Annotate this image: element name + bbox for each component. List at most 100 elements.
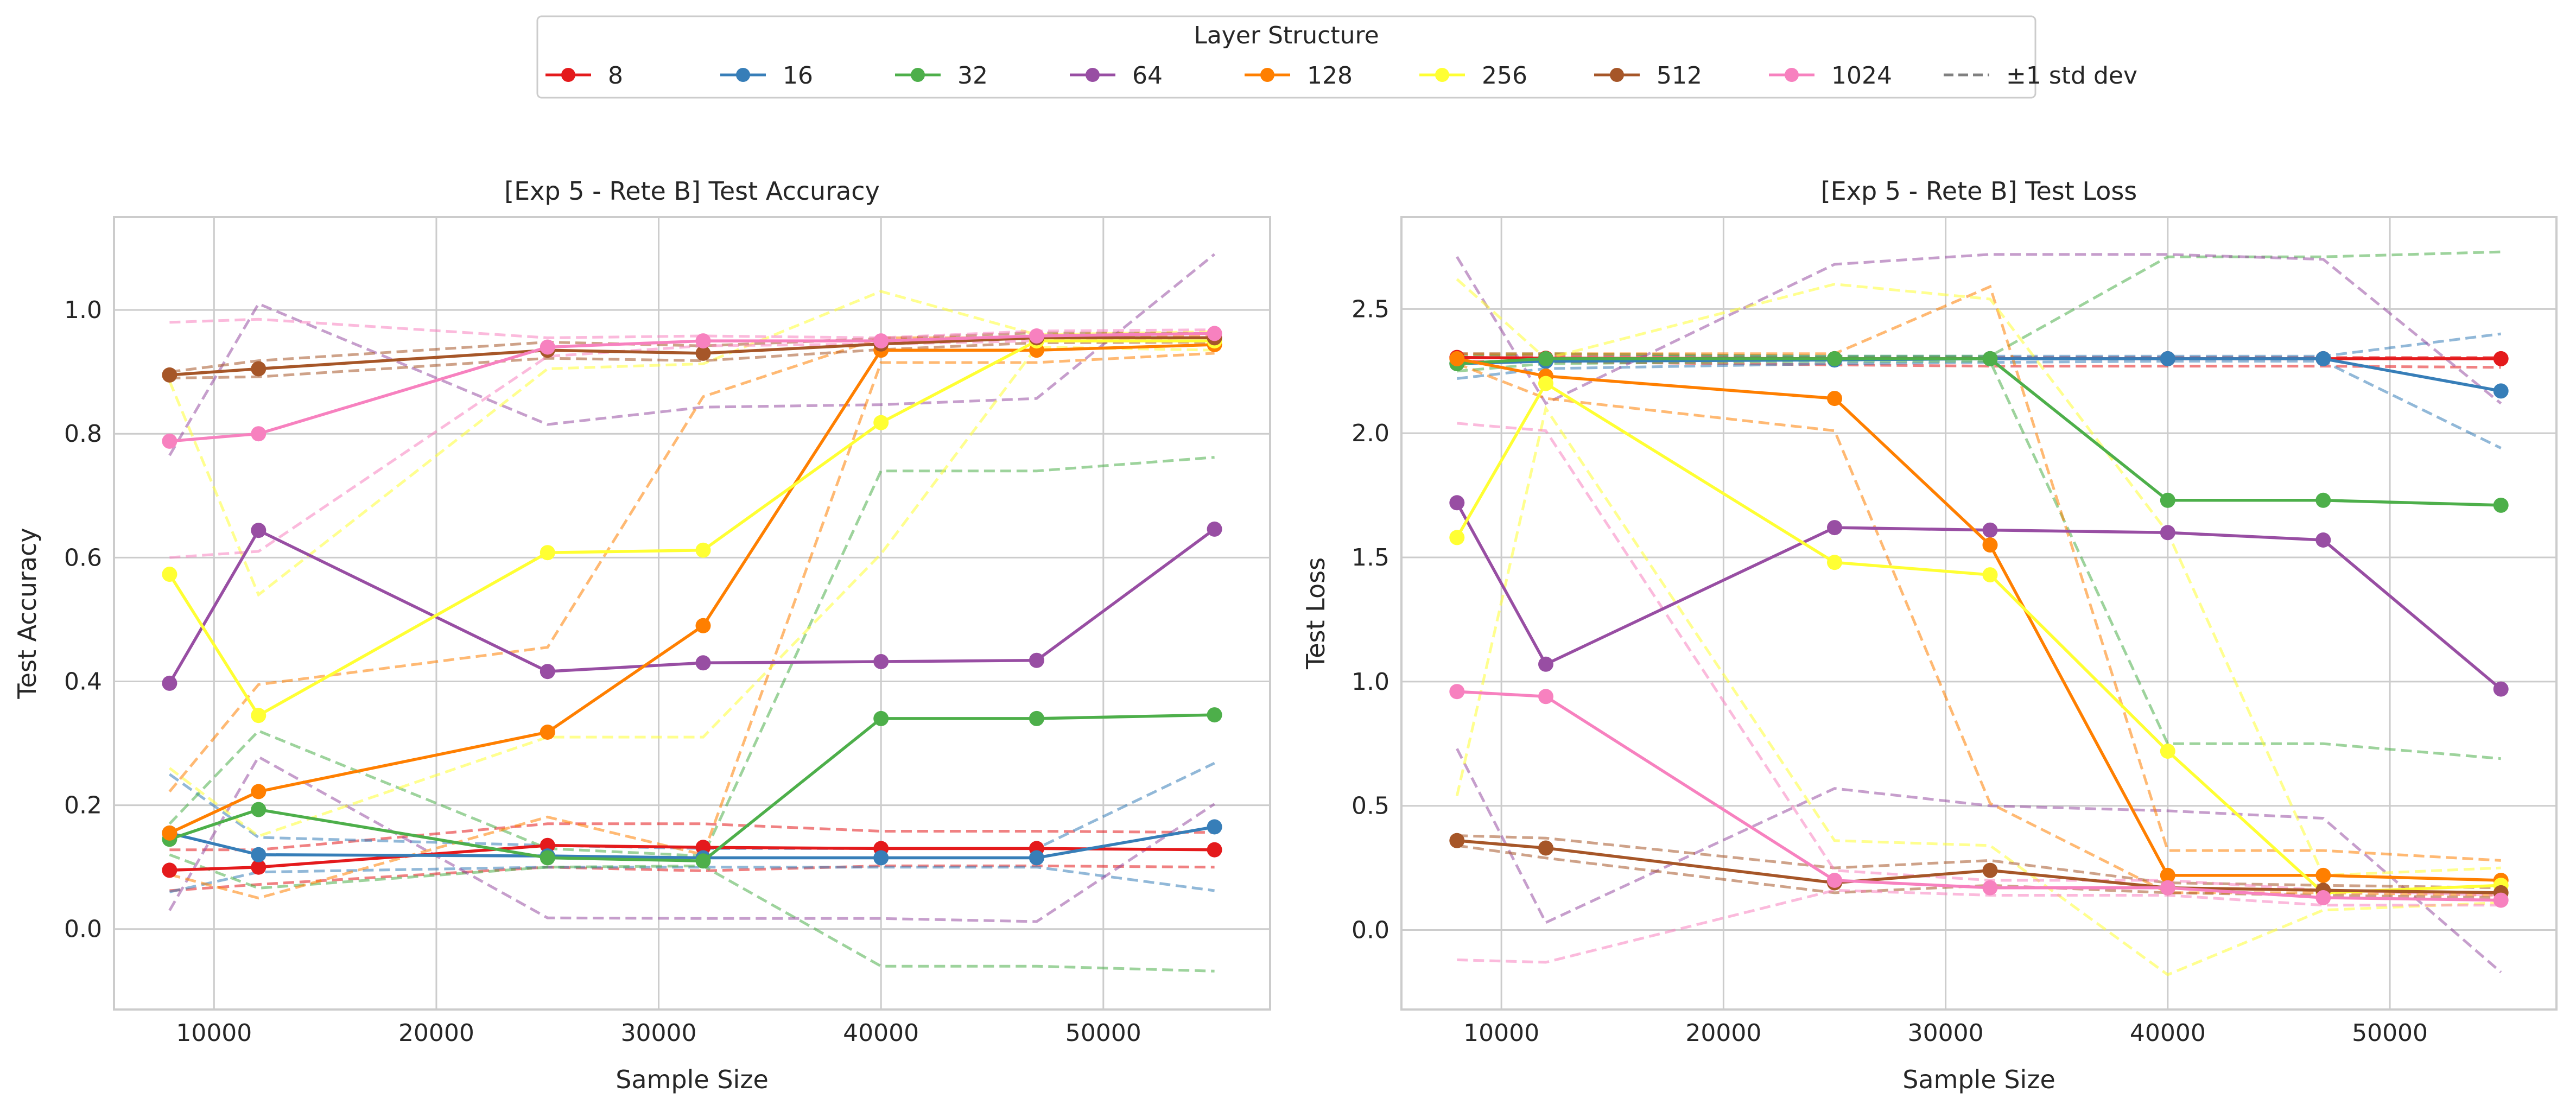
data-point-1024 (540, 339, 555, 355)
data-point-64 (1827, 520, 1842, 536)
std-dev-lower-64 (168, 755, 1215, 923)
legend-label: 512 (1657, 62, 1702, 90)
y-tick-label: 2.0 (1352, 420, 1389, 447)
loss-ticks: 10000 20000 30000 40000 50000 0.0 0.5 1.0 1.5 2.0… (1352, 295, 2428, 1047)
std-dev-lower-64 (1456, 748, 2502, 974)
y-tick-label: 0.0 (64, 916, 102, 943)
data-point-16 (873, 850, 889, 866)
data-point-16 (1207, 819, 1222, 835)
x-tick-label: 20000 (398, 1019, 474, 1047)
std-dev-lower-128 (169, 352, 1215, 900)
data-point-128 (251, 784, 267, 799)
y-tick-label: 1.0 (64, 296, 102, 324)
series-1024 (1449, 684, 2509, 908)
data-point-512 (1538, 840, 1553, 856)
data-point-128 (162, 825, 177, 841)
x-tick-label: 40000 (2130, 1019, 2206, 1047)
std-dev-lower-256 (1455, 405, 2501, 976)
data-point-256 (162, 567, 177, 582)
legend-item-16: 16 (720, 62, 813, 90)
x-tick-label: 20000 (1685, 1019, 1761, 1047)
loss-y-axis-label: Test Loss (1301, 557, 1330, 670)
legend-marker (1435, 68, 1449, 82)
y-tick-label: 2.5 (1352, 295, 1389, 323)
data-point-1024 (1538, 689, 1553, 704)
data-point-32 (1827, 351, 1842, 366)
std-dev-upper-64 (168, 253, 1216, 456)
data-point-32 (1207, 707, 1222, 723)
x-tick-label: 50000 (2352, 1019, 2428, 1047)
data-point-512 (162, 367, 177, 383)
legend-marker (736, 68, 750, 82)
series-32 (1449, 351, 2509, 513)
legend-marker (1785, 68, 1799, 82)
data-point-8 (162, 862, 177, 878)
y-tick-label: 0.4 (64, 668, 102, 695)
x-tick-label: 50000 (1065, 1019, 1141, 1047)
data-point-32 (1538, 351, 1553, 366)
accuracy-panel: 10000 20000 30000 40000 50000 0.0 0.2 0.4 0.6 0.8… (12, 176, 1271, 1094)
data-point-512 (1449, 833, 1465, 848)
data-point-64 (1538, 656, 1553, 672)
data-point-1024 (695, 333, 711, 349)
accuracy-y-axis-label: Test Accuracy (12, 528, 42, 699)
legend-label: ±1 std dev (2006, 62, 2137, 90)
data-point-256 (1982, 567, 1998, 583)
legend-marker (1260, 68, 1274, 82)
data-point-128 (540, 725, 555, 740)
data-point-256 (251, 708, 267, 723)
loss-chart-title: [Exp 5 - Rete B] Test Loss (1821, 176, 2137, 206)
y-tick-label: 0.6 (64, 544, 102, 572)
data-point-8 (251, 859, 267, 875)
accuracy-series (162, 253, 1222, 973)
data-point-32 (1029, 710, 1044, 726)
data-point-1024 (1449, 684, 1465, 700)
data-point-64 (251, 523, 267, 538)
data-point-1024 (2315, 890, 2331, 905)
data-point-32 (2160, 492, 2175, 508)
data-point-16 (2493, 383, 2509, 399)
data-point-1024 (2493, 892, 2509, 908)
std-dev-upper-64 (1456, 253, 2502, 405)
data-point-64 (695, 655, 711, 671)
y-tick-label: 1.0 (1352, 668, 1389, 696)
legend-label: 32 (957, 62, 988, 90)
data-point-64 (540, 664, 555, 680)
series-128 (162, 337, 1222, 841)
data-point-64 (162, 675, 177, 691)
data-point-64 (2160, 525, 2175, 541)
data-point-128 (1827, 391, 1842, 407)
data-point-64 (873, 654, 889, 669)
data-point-128 (2160, 867, 2175, 883)
data-point-1024 (1827, 873, 1842, 888)
data-point-32 (251, 802, 267, 817)
y-tick-label: 0.5 (1352, 792, 1389, 820)
y-tick-label: 0.0 (1352, 917, 1389, 944)
data-point-256 (695, 542, 711, 558)
data-point-128 (1982, 537, 1998, 553)
legend-marker (1610, 68, 1624, 82)
data-point-16 (251, 847, 267, 862)
accuracy-ticks: 10000 20000 30000 40000 50000 0.0 0.2 0.4 0.6 0.8… (64, 296, 1141, 1047)
data-point-64 (2493, 681, 2509, 697)
data-point-128 (1449, 351, 1465, 366)
legend-marker (1086, 68, 1100, 82)
data-point-256 (2160, 744, 2175, 759)
data-point-32 (1982, 351, 1998, 366)
legend: Layer Structure 8 16 32 64 128 256 512 1024 ±1 s… (536, 15, 2137, 99)
legend-label: 64 (1132, 62, 1163, 90)
legend-label: 16 (783, 62, 813, 90)
data-point-1024 (873, 333, 889, 349)
data-point-1024 (162, 433, 177, 449)
data-point-64 (1029, 652, 1044, 668)
legend-item-std-dev: ±1 std dev (1944, 62, 2137, 90)
legend-item-8: 8 (545, 62, 623, 90)
accuracy-x-axis-label: Sample Size (616, 1065, 769, 1094)
data-point-64 (1449, 495, 1465, 511)
x-tick-label: 10000 (176, 1019, 252, 1047)
x-tick-label: 10000 (1463, 1019, 1539, 1047)
data-point-16 (2315, 351, 2331, 366)
y-tick-label: 0.8 (64, 420, 102, 448)
data-point-64 (1982, 522, 1998, 538)
